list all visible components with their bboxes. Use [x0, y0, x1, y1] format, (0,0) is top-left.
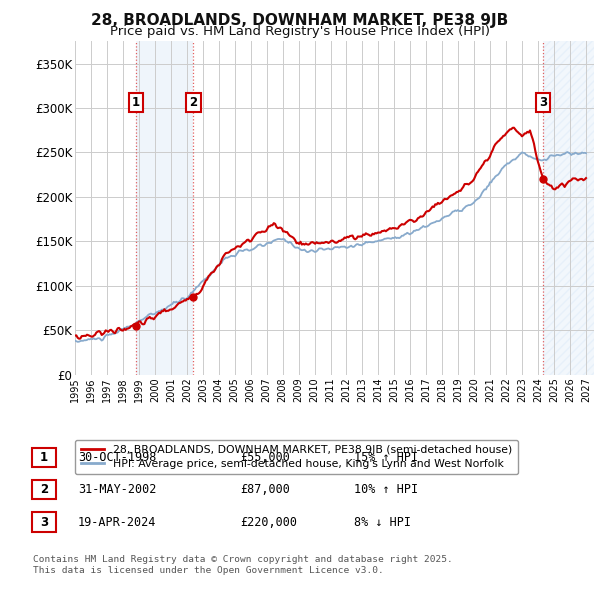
- Text: 2: 2: [40, 483, 48, 496]
- Legend: 28, BROADLANDS, DOWNHAM MARKET, PE38 9JB (semi-detached house), HPI: Average pri: 28, BROADLANDS, DOWNHAM MARKET, PE38 9JB…: [75, 440, 518, 474]
- Text: 19-APR-2024: 19-APR-2024: [78, 516, 157, 529]
- Text: 2: 2: [190, 96, 197, 109]
- Text: 15% ↑ HPI: 15% ↑ HPI: [354, 451, 418, 464]
- Text: 28, BROADLANDS, DOWNHAM MARKET, PE38 9JB: 28, BROADLANDS, DOWNHAM MARKET, PE38 9JB: [91, 13, 509, 28]
- Text: £220,000: £220,000: [240, 516, 297, 529]
- Text: 10% ↑ HPI: 10% ↑ HPI: [354, 483, 418, 496]
- Bar: [543, 41, 594, 375]
- Bar: [136, 41, 193, 375]
- Text: 8% ↓ HPI: 8% ↓ HPI: [354, 516, 411, 529]
- Text: £87,000: £87,000: [240, 483, 290, 496]
- Text: 31-MAY-2002: 31-MAY-2002: [78, 483, 157, 496]
- Text: 3: 3: [539, 96, 547, 109]
- Text: 1: 1: [132, 96, 140, 109]
- Text: £55,000: £55,000: [240, 451, 290, 464]
- Text: Contains HM Land Registry data © Crown copyright and database right 2025.
This d: Contains HM Land Registry data © Crown c…: [33, 555, 453, 575]
- Text: 3: 3: [40, 516, 48, 529]
- Text: Price paid vs. HM Land Registry's House Price Index (HPI): Price paid vs. HM Land Registry's House …: [110, 25, 490, 38]
- Text: 1: 1: [40, 451, 48, 464]
- Text: 30-OCT-1998: 30-OCT-1998: [78, 451, 157, 464]
